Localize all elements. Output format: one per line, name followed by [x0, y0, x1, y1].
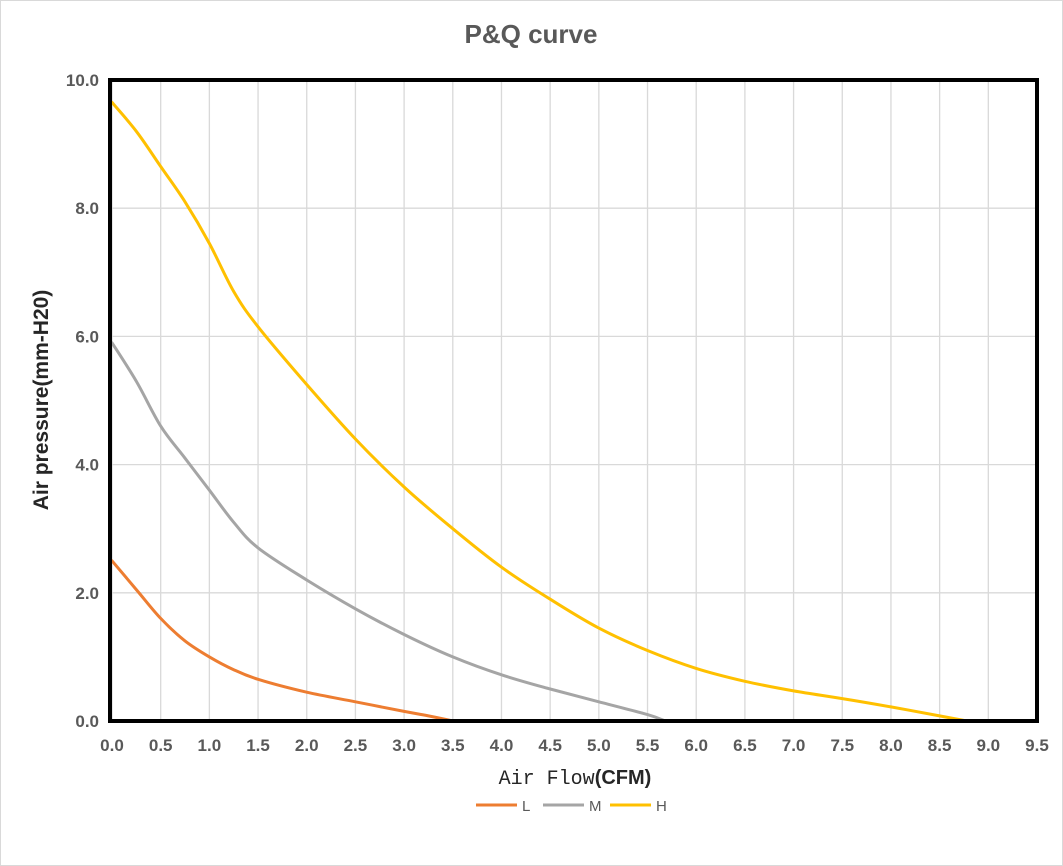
series-line-l [110, 559, 455, 723]
legend-item-h: H [610, 798, 667, 815]
legend-label-m: M [589, 798, 602, 815]
chart-title: P&Q curve [465, 19, 598, 49]
legend-item-m: M [543, 798, 602, 815]
x-tick-label-19: 9.5 [1025, 736, 1049, 755]
x-tick-label-14: 7.0 [782, 736, 806, 755]
series-line-h [110, 100, 969, 723]
y-tick-label-1: 2.0 [75, 584, 99, 603]
x-tick-label-18: 9.0 [976, 736, 1000, 755]
x-tick-label-10: 5.0 [587, 736, 611, 755]
y-tick-label-3: 6.0 [75, 327, 99, 346]
x-tick-label-6: 3.0 [392, 736, 416, 755]
series-line-m [110, 341, 667, 723]
legend-label-l: L [522, 798, 530, 815]
x-tick-label-8: 4.0 [490, 736, 514, 755]
x-axis-label: Air Flow(CFM) [499, 767, 652, 791]
y-axis-label: Air pressure(mm-H20) [30, 290, 53, 511]
x-tick-label-0: 0.0 [100, 736, 124, 755]
x-tick-label-4: 2.0 [295, 736, 319, 755]
y-tick-label-2: 4.0 [75, 456, 99, 475]
x-tick-label-15: 7.5 [830, 736, 854, 755]
x-tick-label-9: 4.5 [538, 736, 562, 755]
x-tick-label-16: 8.0 [879, 736, 903, 755]
x-tick-label-7: 3.5 [441, 736, 465, 755]
x-tick-label-3: 1.5 [246, 736, 270, 755]
x-axis-label-prefix: Air Flow [499, 768, 595, 791]
x-tick-label-5: 2.5 [344, 736, 368, 755]
y-tick-label-5: 10.0 [66, 71, 99, 90]
legend-item-l: L [476, 798, 530, 815]
x-axis-label-unit: (CFM) [595, 767, 652, 789]
x-tick-label-11: 5.5 [636, 736, 660, 755]
x-tick-label-12: 6.0 [684, 736, 708, 755]
x-tick-label-17: 8.5 [928, 736, 952, 755]
y-tick-label-0: 0.0 [75, 712, 99, 731]
legend-label-h: H [656, 798, 667, 815]
x-tick-label-1: 0.5 [149, 736, 173, 755]
curves [110, 100, 969, 723]
x-tick-label-13: 6.5 [733, 736, 757, 755]
y-tick-labels: 0.0 2.0 4.0 6.0 8.0 10.0 [66, 71, 99, 731]
y-tick-label-4: 8.0 [75, 199, 99, 218]
x-tick-label-2: 1.0 [198, 736, 222, 755]
plot-area-border [108, 78, 1039, 723]
grid-lines [111, 79, 1038, 722]
x-tick-labels: 0.0 0.5 1.0 1.5 2.0 2.5 3.0 3.5 4.0 4.5 5.0 5.5 6.0 6… [100, 736, 1049, 755]
